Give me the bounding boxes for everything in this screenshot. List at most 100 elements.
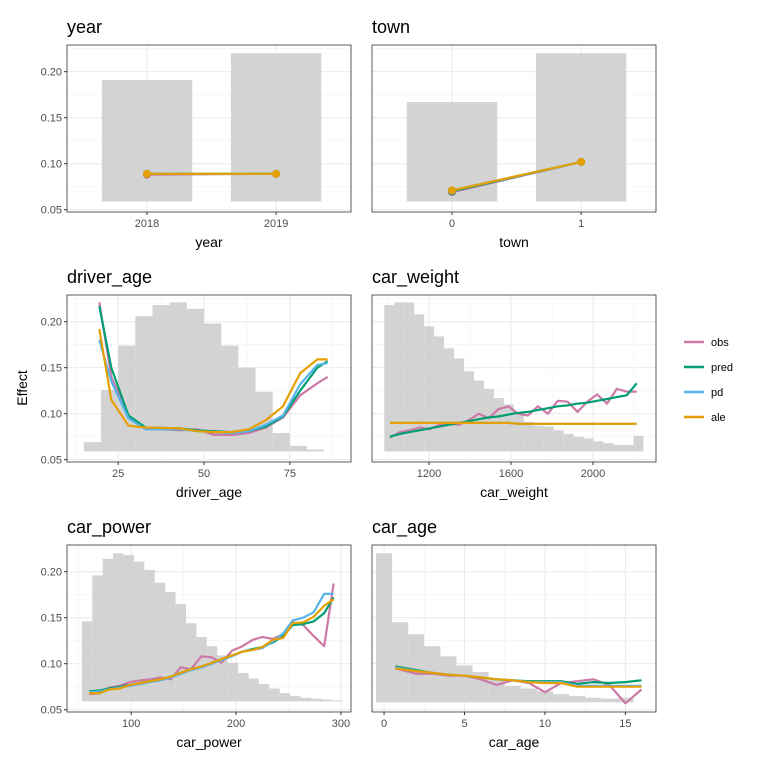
y-tick-label: 0.15 bbox=[41, 113, 62, 125]
histogram-bar bbox=[321, 699, 332, 702]
histogram-bar bbox=[603, 443, 614, 452]
panel-border bbox=[66, 544, 352, 713]
histogram-bar bbox=[563, 433, 574, 452]
histogram-bar bbox=[290, 695, 301, 702]
panel-car_age: car_age 0 5 10 15 car_age bbox=[371, 517, 657, 750]
histogram-bar bbox=[331, 700, 343, 702]
series-line-ale bbox=[89, 598, 335, 695]
histogram-bar bbox=[593, 441, 604, 452]
histogram-bar bbox=[279, 693, 291, 702]
y-tick-label: 0.05 bbox=[41, 455, 62, 467]
histogram-bar bbox=[113, 553, 124, 702]
histogram-bar bbox=[617, 697, 634, 703]
histogram-bar bbox=[186, 623, 197, 702]
x-tick-label: 200 bbox=[227, 718, 245, 730]
panel-town: town 0 1 town bbox=[371, 17, 657, 250]
x-axis-title: driver_age bbox=[176, 484, 242, 500]
histogram-bar bbox=[204, 323, 222, 452]
histogram-bar bbox=[186, 308, 205, 452]
histogram-bar bbox=[513, 414, 524, 452]
histogram-bar bbox=[483, 388, 494, 452]
histogram-bar bbox=[404, 302, 415, 452]
histogram-bar bbox=[196, 637, 207, 702]
histogram-bar bbox=[543, 426, 554, 452]
x-tick-label: 0 bbox=[381, 718, 387, 730]
panel-car_power: car_power 0.05 0.10 0.15 0.20 100 200 300 car_po… bbox=[41, 517, 352, 750]
x-tick-label: 15 bbox=[619, 718, 631, 730]
y-tick-label: 0.15 bbox=[41, 363, 62, 375]
histogram-bar bbox=[633, 435, 644, 452]
histogram-bar bbox=[488, 679, 505, 703]
histogram-bar bbox=[569, 695, 586, 703]
panel-title: car_power bbox=[67, 517, 151, 538]
histogram-bar bbox=[553, 430, 564, 452]
histogram-bar bbox=[493, 398, 504, 452]
histogram-bar bbox=[601, 698, 618, 703]
histogram-bar bbox=[456, 665, 473, 703]
histogram-bar bbox=[144, 569, 155, 702]
count-bar bbox=[230, 53, 322, 202]
histogram-bar bbox=[454, 358, 465, 452]
histogram-bar bbox=[165, 591, 176, 702]
histogram-bar bbox=[248, 678, 259, 702]
histogram-bar bbox=[100, 389, 119, 452]
panel-border bbox=[371, 44, 657, 213]
panel-title: car_weight bbox=[372, 267, 459, 288]
x-tick-label: 10 bbox=[539, 718, 551, 730]
y-tick-label: 0.05 bbox=[41, 705, 62, 717]
histogram-bar bbox=[135, 316, 153, 452]
histogram-bar bbox=[394, 302, 405, 452]
x-axis-title: car_age bbox=[489, 734, 540, 750]
panel-title: year bbox=[67, 17, 102, 37]
histogram-bar bbox=[434, 336, 445, 452]
histogram-bar bbox=[536, 691, 554, 703]
histogram-bar bbox=[217, 655, 228, 702]
panel-driver_age: driver_age 0.05 0.10 0.15 0.20 25 50 75 driver_a… bbox=[41, 267, 352, 500]
histogram-bar bbox=[133, 561, 145, 702]
histogram-bar bbox=[444, 348, 455, 452]
x-axis-title: year bbox=[195, 234, 223, 250]
y-tick-label: 0.20 bbox=[41, 317, 62, 329]
histogram-bar bbox=[307, 449, 325, 452]
x-axis-title: car_weight bbox=[480, 484, 548, 500]
histogram-bar bbox=[83, 442, 101, 452]
histogram-bar bbox=[585, 697, 602, 703]
histogram-bar bbox=[573, 436, 584, 452]
histogram-bar bbox=[81, 621, 93, 702]
panel-year: year 0.05 0.10 0.15 0.20 2018 2019 year bbox=[41, 17, 352, 250]
legend-item-obs: obs bbox=[684, 337, 729, 349]
histogram-bar bbox=[464, 371, 474, 452]
histogram-bar bbox=[289, 445, 308, 452]
series-point-ale bbox=[272, 169, 281, 178]
histogram-bar bbox=[221, 345, 239, 452]
x-tick-label: 2019 bbox=[264, 218, 288, 230]
legend-item-ale: ale bbox=[684, 412, 726, 424]
count-bar bbox=[101, 79, 193, 202]
series-line-ale bbox=[390, 421, 637, 425]
histogram-bar bbox=[414, 314, 425, 452]
series-point-ale bbox=[448, 186, 457, 195]
x-tick-label: 0 bbox=[449, 218, 455, 230]
histogram-bar bbox=[623, 444, 634, 452]
series-line-ale bbox=[451, 160, 582, 192]
series-line-ale bbox=[395, 667, 642, 688]
x-tick-label: 100 bbox=[122, 718, 140, 730]
histogram-bar bbox=[392, 622, 409, 703]
y-tick-label: 0.10 bbox=[41, 409, 62, 421]
legend-label: obs bbox=[711, 337, 729, 349]
histogram-bar bbox=[238, 672, 249, 702]
histogram-bar bbox=[102, 558, 114, 702]
x-tick-label: 2018 bbox=[135, 218, 159, 230]
histogram-bar bbox=[206, 646, 218, 702]
y-tick-label: 0.15 bbox=[41, 613, 62, 625]
x-tick-label: 300 bbox=[332, 718, 350, 730]
histogram-bar bbox=[613, 444, 624, 452]
panel-title: town bbox=[372, 17, 410, 37]
histogram-bar bbox=[520, 688, 537, 703]
legend-item-pred: pred bbox=[684, 362, 733, 374]
x-axis-title: town bbox=[499, 234, 529, 250]
histogram-bar bbox=[533, 425, 544, 452]
legend-label: pred bbox=[711, 362, 733, 374]
histogram-bar bbox=[473, 380, 484, 452]
